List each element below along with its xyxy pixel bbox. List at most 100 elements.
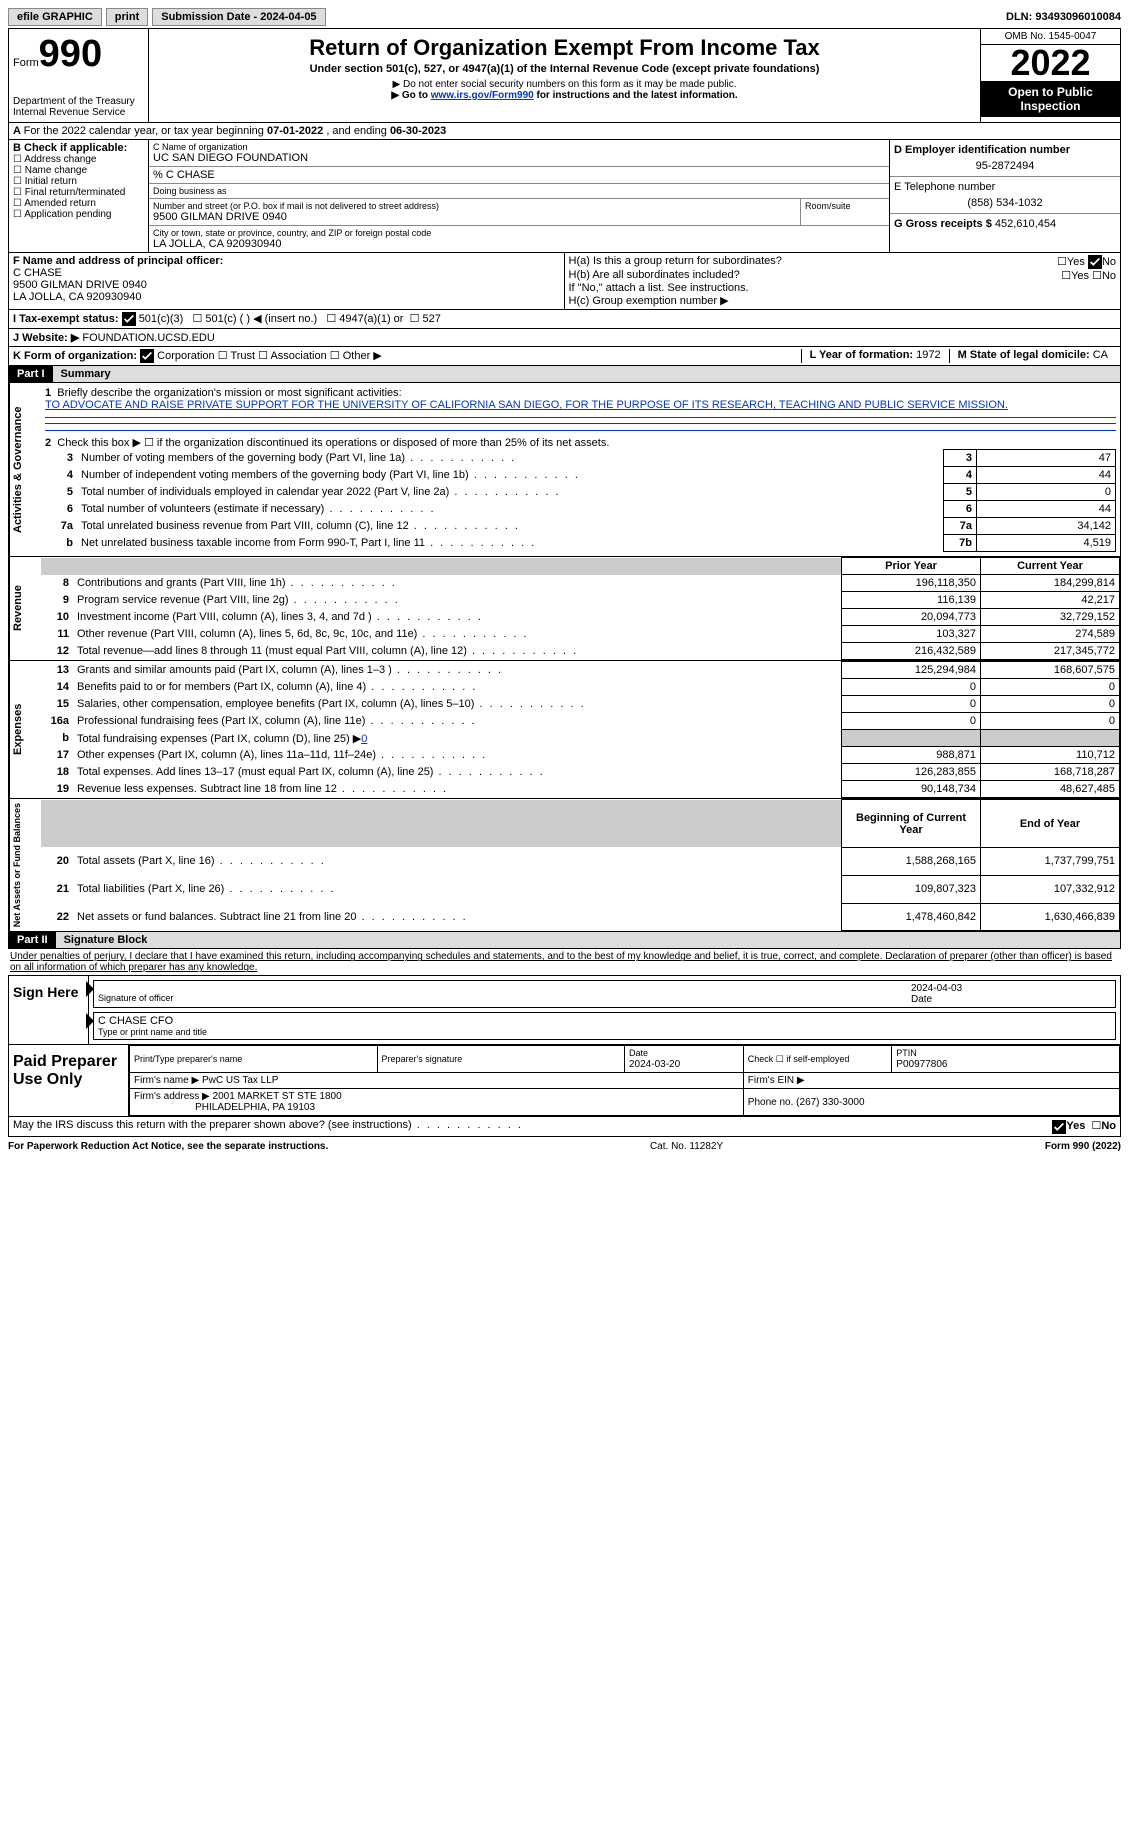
summary-expenses: Expenses 13Grants and similar amounts pa…: [8, 660, 1121, 798]
opt-4947[interactable]: 4947(a)(1) or: [339, 313, 403, 325]
chk-final-return[interactable]: ☐ Final return/terminated: [13, 187, 144, 198]
form-number: 990: [39, 33, 102, 75]
box-d-e-g: D Employer identification number 95-2872…: [890, 140, 1120, 252]
line1-label: Briefly describe the organization's miss…: [57, 387, 401, 399]
officer-row: F Name and address of principal officer:…: [8, 253, 1121, 310]
table-row: 17Other expenses (Part IX, column (A), l…: [41, 747, 1120, 764]
part2-bar: Part II Signature Block: [8, 932, 1121, 949]
chk-initial-return[interactable]: ☐ Initial return: [13, 176, 144, 187]
firm-addr-label: Firm's address ▶: [134, 1091, 213, 1102]
officer-city: LA JOLLA, CA 920930940: [13, 291, 560, 303]
k-trust[interactable]: Trust: [230, 350, 255, 362]
sign-date-label: Date: [911, 994, 932, 1005]
note2-suffix: for instructions and the latest informat…: [534, 90, 738, 101]
top-toolbar: efile GRAPHIC print Submission Date - 20…: [8, 8, 1121, 29]
prep-name-label: Print/Type preparer's name: [134, 1054, 242, 1064]
klm-row: K Form of organization: Corporation ☐ Tr…: [8, 347, 1121, 366]
prep-table: Print/Type preparer's name Preparer's si…: [129, 1045, 1120, 1116]
room-label: Room/suite: [801, 199, 889, 225]
cat-no: Cat. No. 11282Y: [650, 1141, 723, 1152]
table-row: 6Total number of volunteers (estimate if…: [45, 501, 1116, 518]
chk-application[interactable]: ☐ Application pending: [13, 209, 144, 220]
vlabel-exp: Expenses: [9, 661, 41, 798]
opt-527[interactable]: 527: [423, 313, 441, 325]
hb-no[interactable]: No: [1102, 270, 1116, 282]
table-row: 10Investment income (Part VIII, column (…: [41, 609, 1120, 626]
table-row: 16aProfessional fundraising fees (Part I…: [41, 713, 1120, 730]
name-label: C Name of organization: [153, 142, 885, 152]
chk-address-change[interactable]: ☐ Address change: [13, 154, 144, 165]
l-label: L Year of formation:: [810, 349, 917, 361]
line2-text: Check this box ▶ ☐ if the organization d…: [57, 437, 609, 449]
table-row: 14Benefits paid to or for members (Part …: [41, 679, 1120, 696]
expenses-table: 13Grants and similar amounts paid (Part …: [41, 661, 1120, 798]
box-f: F Name and address of principal officer:…: [9, 253, 565, 309]
table-row: 18Total expenses. Add lines 13–17 (must …: [41, 764, 1120, 781]
table-row: 8Contributions and grants (Part VIII, li…: [41, 575, 1120, 592]
box-b-label: B Check if applicable:: [13, 142, 127, 154]
print-button[interactable]: print: [106, 8, 148, 26]
vlabel-na: Net Assets or Fund Balances: [9, 799, 41, 931]
org-name: UC SAN DIEGO FOUNDATION: [153, 152, 885, 164]
discuss-row: May the IRS discuss this return with the…: [8, 1117, 1121, 1136]
ptin-label: PTIN: [896, 1048, 917, 1058]
k-corp[interactable]: Corporation: [157, 350, 214, 362]
dln-label: DLN: 93493096010084: [1006, 11, 1121, 23]
prep-check[interactable]: Check ☐ if self-employed: [743, 1046, 892, 1073]
discuss-no[interactable]: No: [1101, 1120, 1116, 1132]
k-other[interactable]: Other ▶: [343, 350, 382, 362]
period-mid: , and ending: [326, 125, 390, 137]
table-row: 20Total assets (Part X, line 16)1,588,26…: [41, 847, 1120, 875]
table-header: Beginning of Current YearEnd of Year: [41, 800, 1120, 848]
hb-yes[interactable]: Yes: [1071, 270, 1089, 282]
prep-sig-label: Preparer's signature: [382, 1054, 463, 1064]
efile-button[interactable]: efile GRAPHIC: [8, 8, 102, 26]
vlabel-ag: Activities & Governance: [9, 383, 41, 556]
firm-addr2: PHILADELPHIA, PA 19103: [195, 1102, 315, 1113]
summary-netassets: Net Assets or Fund Balances Beginning of…: [8, 798, 1121, 932]
open-public-badge: Open to Public Inspection: [981, 81, 1120, 117]
part1-bar: Part I Summary: [8, 366, 1121, 383]
gross-value: 452,610,454: [995, 218, 1056, 230]
vlabel-rev: Revenue: [9, 557, 41, 660]
table-row: 4Number of independent voting members of…: [45, 467, 1116, 484]
k-assoc[interactable]: Association: [270, 350, 326, 362]
street-label: Number and street (or P.O. box if mail i…: [153, 201, 796, 211]
header-title-block: Return of Organization Exempt From Incom…: [149, 29, 980, 122]
chk-name-change[interactable]: ☐ Name change: [13, 165, 144, 176]
table-row: 7aTotal unrelated business revenue from …: [45, 518, 1116, 535]
irs-link[interactable]: www.irs.gov/Form990: [431, 90, 534, 101]
ha-yes[interactable]: Yes: [1067, 256, 1085, 268]
note2-prefix: ▶ Go to: [391, 90, 430, 101]
submission-date: 2024-04-05: [260, 11, 316, 23]
preparer-block: Paid Preparer Use Only Print/Type prepar…: [8, 1045, 1121, 1117]
firm-phone: (267) 330-3000: [796, 1097, 864, 1108]
checkmark-icon: [1088, 255, 1102, 269]
period-text: For the 2022 calendar year, or tax year …: [24, 125, 267, 137]
tax-status-row: I Tax-exempt status: 501(c)(3) ☐ 501(c) …: [8, 310, 1121, 329]
hc-label: H(c) Group exemption number ▶: [569, 294, 1117, 307]
box-c-block: C Name of organization UC SAN DIEGO FOUN…: [149, 140, 890, 252]
part1-label: Part I: [9, 366, 53, 382]
firm-name: PwC US Tax LLP: [202, 1075, 279, 1086]
checkmark-icon: [1052, 1120, 1066, 1134]
firm-ein-label: Firm's EIN ▶: [743, 1073, 1119, 1089]
hb-label: H(b) Are all subordinates included?: [569, 269, 740, 282]
k-label: K Form of organization:: [13, 350, 137, 362]
period-row: A For the 2022 calendar year, or tax yea…: [8, 123, 1121, 140]
part2-label: Part II: [9, 932, 56, 948]
opt-501c[interactable]: 501(c) ( ) ◀ (insert no.): [205, 313, 317, 325]
form-header: Form990 Department of the Treasury Inter…: [8, 29, 1121, 123]
i-label: I Tax-exempt status:: [13, 313, 119, 325]
submission-date-button[interactable]: Submission Date - 2024-04-05: [152, 8, 325, 26]
j-label: J Website: ▶: [13, 332, 79, 344]
period-begin: 07-01-2022: [267, 125, 323, 137]
netassets-table: Beginning of Current YearEnd of Year20To…: [41, 799, 1120, 931]
ha-no[interactable]: No: [1102, 256, 1116, 268]
discuss-yes[interactable]: Yes: [1066, 1120, 1085, 1132]
website-value: FOUNDATION.UCSD.EDU: [82, 332, 214, 344]
chk-amended[interactable]: ☐ Amended return: [13, 198, 144, 209]
table-row: 21Total liabilities (Part X, line 26)109…: [41, 875, 1120, 903]
table-row: 9Program service revenue (Part VIII, lin…: [41, 592, 1120, 609]
opt-501c3[interactable]: 501(c)(3): [139, 313, 184, 325]
